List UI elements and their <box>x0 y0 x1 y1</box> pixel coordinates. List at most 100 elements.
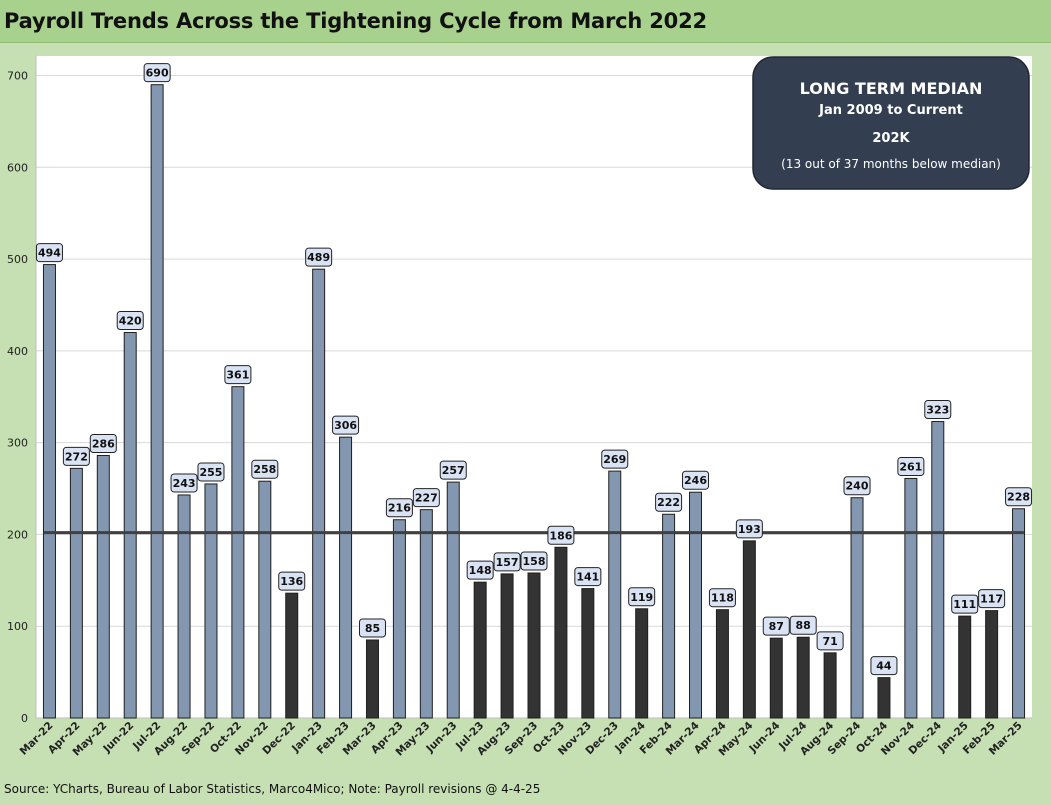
y-tick-label: 700 <box>7 70 28 83</box>
y-tick-label: 600 <box>7 161 28 174</box>
bar <box>742 540 756 719</box>
source-note: Source: YCharts, Bureau of Labor Statist… <box>4 782 541 796</box>
bar <box>177 494 191 719</box>
bar <box>42 264 56 719</box>
bar <box>877 677 891 719</box>
data-label: 71 <box>822 635 837 648</box>
data-label-box <box>278 571 306 591</box>
bar <box>312 268 326 719</box>
bar <box>285 592 299 719</box>
bar <box>446 481 460 719</box>
callout-median-value: 202K <box>872 131 910 146</box>
bar <box>554 546 568 719</box>
data-label: 186 <box>549 529 572 542</box>
bar <box>365 639 379 719</box>
bar <box>985 610 999 719</box>
data-label: 158 <box>523 555 546 568</box>
bar <box>715 609 729 719</box>
bar <box>608 470 622 719</box>
data-label: 216 <box>388 502 411 515</box>
data-label: 228 <box>1007 491 1030 504</box>
data-label-box <box>385 498 413 518</box>
data-label: 323 <box>926 404 949 417</box>
data-label: 261 <box>899 460 922 473</box>
data-label-box <box>682 470 710 490</box>
bar <box>231 386 245 719</box>
data-label-box <box>924 400 952 420</box>
bar <box>635 608 649 719</box>
bar <box>500 573 514 719</box>
data-label: 136 <box>280 575 303 588</box>
callout-period: Jan 2009 to Current <box>818 103 963 118</box>
data-label: 119 <box>630 591 653 604</box>
data-label-box <box>305 247 333 267</box>
callout-heading: LONG TERM MEDIAN <box>800 79 983 98</box>
data-label: 148 <box>469 564 492 577</box>
data-label: 361 <box>226 369 249 382</box>
data-label: 257 <box>442 464 465 477</box>
data-label-box <box>708 588 736 608</box>
bar <box>796 636 810 719</box>
data-label: 88 <box>796 619 811 632</box>
data-label-box <box>116 311 144 330</box>
data-label-box <box>789 615 817 635</box>
bar <box>958 615 972 719</box>
data-label: 420 <box>119 315 142 328</box>
bar <box>204 483 218 719</box>
bar <box>581 588 595 719</box>
data-label: 246 <box>684 474 707 487</box>
data-label-box <box>816 631 844 651</box>
data-label: 258 <box>253 463 276 476</box>
data-label-box <box>62 446 90 466</box>
bar <box>473 581 487 719</box>
data-label-box <box>951 594 979 614</box>
data-label: 222 <box>657 496 680 509</box>
y-tick-label: 300 <box>7 437 28 450</box>
callout-box <box>752 56 1030 190</box>
bar <box>392 519 406 719</box>
data-label-box <box>197 462 225 482</box>
data-label-box <box>574 567 602 587</box>
y-tick-label: 100 <box>7 620 28 633</box>
data-label: 240 <box>846 480 869 493</box>
bar <box>931 421 945 719</box>
bar <box>904 477 918 719</box>
callout-note: (13 out of 37 months below median) <box>781 157 1001 171</box>
data-label-box <box>493 552 521 572</box>
data-label-box <box>628 587 656 607</box>
data-label: 494 <box>38 247 61 260</box>
data-label-box <box>466 560 494 580</box>
data-label: 272 <box>65 450 88 463</box>
data-label: 243 <box>173 477 196 490</box>
bar <box>419 509 433 719</box>
data-label: 255 <box>199 466 222 479</box>
bar <box>662 513 676 719</box>
data-label-box <box>547 525 575 545</box>
y-tick-label: 0 <box>21 712 28 725</box>
data-label: 118 <box>711 592 734 605</box>
data-label-box <box>224 365 252 385</box>
bar <box>69 467 83 719</box>
chart-title: Payroll Trends Across the Tightening Cyc… <box>4 9 707 33</box>
data-label-box <box>762 616 790 636</box>
bar <box>850 497 864 719</box>
data-label: 141 <box>576 571 599 584</box>
data-label: 111 <box>953 598 976 611</box>
data-label: 269 <box>603 453 626 466</box>
title-bar: Payroll Trends Across the Tightening Cyc… <box>0 0 1051 43</box>
median-callout: LONG TERM MEDIAN Jan 2009 to Current 202… <box>752 56 1030 190</box>
bar <box>1012 508 1026 719</box>
data-label: 690 <box>146 67 169 80</box>
data-label-box <box>655 492 683 512</box>
data-label-box <box>735 519 763 539</box>
bar <box>823 652 837 719</box>
bar <box>339 436 353 719</box>
bar <box>123 332 137 719</box>
data-label-box <box>143 63 171 83</box>
data-label-box <box>870 656 898 676</box>
data-label-box <box>35 243 63 263</box>
bar <box>96 454 110 719</box>
data-label-box <box>520 551 548 571</box>
data-label: 193 <box>738 523 761 536</box>
